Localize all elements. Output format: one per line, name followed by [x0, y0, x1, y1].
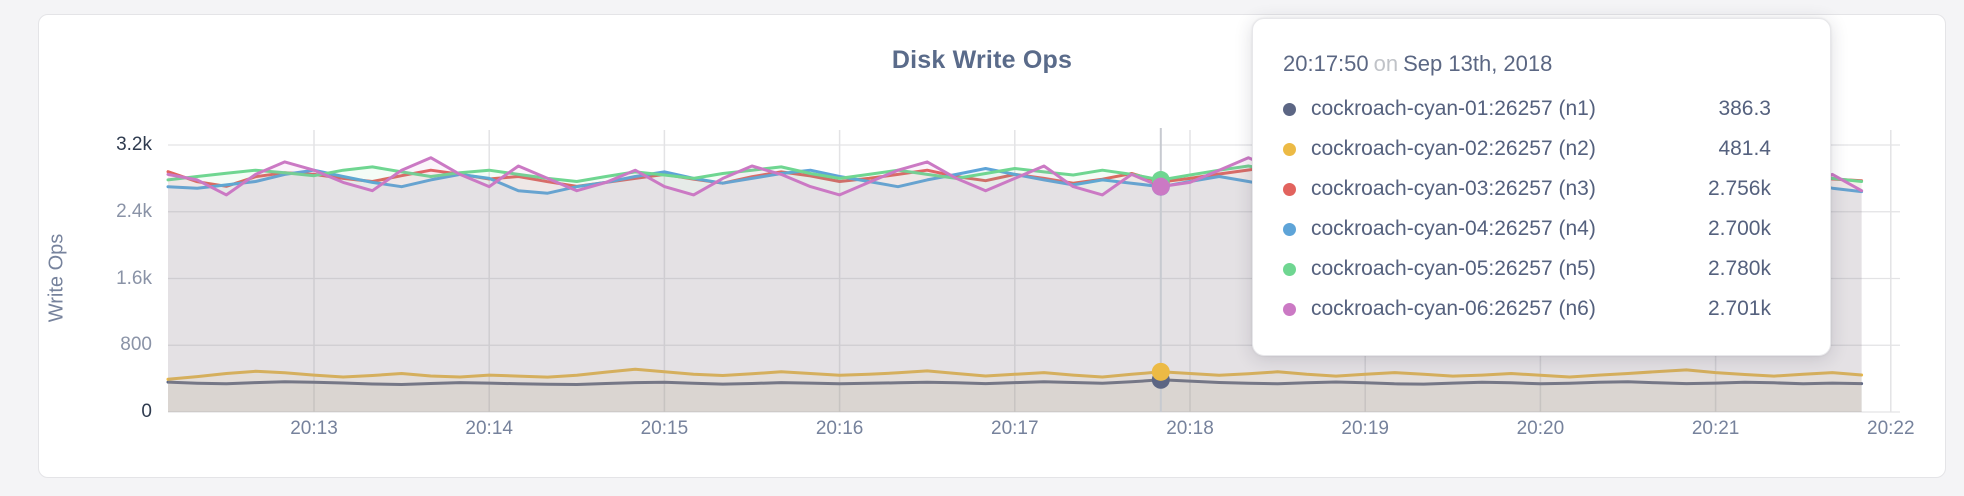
x-tick-label: 20:22: [1867, 418, 1915, 439]
y-tick-label: 3.2k: [116, 134, 152, 155]
series-color-dot: [1283, 142, 1296, 156]
series-color-dot: [1283, 222, 1296, 236]
series-name: cockroach-cyan-01:26257 (n1): [1311, 97, 1596, 120]
series-color-dot: [1283, 302, 1296, 316]
x-tick-label: 20:17: [991, 418, 1039, 439]
x-tick-label: 20:20: [1516, 418, 1565, 439]
tooltip-date: Sep 13th, 2018: [1403, 51, 1553, 76]
y-tick-label: 800: [120, 334, 152, 356]
series-color-dot: [1283, 262, 1296, 276]
tooltip-row: cockroach-cyan-04:26257 (n4) 2.700k: [1283, 209, 1771, 249]
series-name: cockroach-cyan-03:26257 (n3): [1311, 177, 1596, 200]
series-name: cockroach-cyan-04:26257 (n4): [1311, 217, 1596, 240]
x-tick-label: 20:13: [290, 418, 338, 439]
series-value: 386.3: [1718, 97, 1771, 120]
series-area: [168, 369, 1862, 412]
x-tick-label: 20:14: [465, 418, 513, 439]
series-value: 2.700k: [1707, 217, 1771, 240]
tooltip-row: cockroach-cyan-05:26257 (n5) 2.780k: [1283, 249, 1771, 289]
tooltip-conjunction: on: [1373, 51, 1399, 76]
tooltip-row: cockroach-cyan-01:26257 (n1) 386.3: [1283, 89, 1771, 129]
series-name: cockroach-cyan-02:26257 (n2): [1311, 137, 1596, 160]
chart-tooltip: 20:17:50 on Sep 13th, 2018 cockroach-cyan-…: [1252, 18, 1831, 356]
chart-title: Disk Write Ops: [891, 46, 1073, 74]
tooltip-row: cockroach-cyan-03:26257 (n3) 2.756k: [1283, 169, 1771, 209]
series-color-dot: [1283, 182, 1296, 196]
series-value: 2.756k: [1707, 177, 1771, 200]
x-tick-label: 20:18: [1166, 418, 1214, 439]
series-line: [166, 378, 1864, 386]
x-tick-label: 20:16: [815, 418, 864, 439]
series-name: cockroach-cyan-05:26257 (n5): [1311, 257, 1596, 280]
tooltip-series-list: cockroach-cyan-01:26257 (n1) 386.3 cockroa…: [1283, 89, 1771, 329]
series-value: 2.701k: [1707, 297, 1771, 320]
y-tick-label: 2.4k: [116, 200, 152, 222]
hover-point-dot: [1151, 177, 1170, 196]
series-name: cockroach-cyan-06:26257 (n6): [1311, 297, 1596, 320]
x-tick-label: 20:19: [1341, 418, 1389, 439]
series-value: 481.4: [1718, 137, 1771, 160]
series-value: 2.780k: [1707, 257, 1771, 280]
tooltip-timestamp: 20:17:50 on Sep 13th, 2018: [1283, 51, 1771, 77]
y-tick-label: 0: [141, 401, 152, 422]
tooltip-time: 20:17:50: [1283, 51, 1369, 76]
x-tick-label: 20:21: [1691, 418, 1740, 439]
tooltip-row: cockroach-cyan-02:26257 (n2) 481.4: [1283, 129, 1771, 169]
series-line: [166, 367, 1864, 381]
y-tick-label: 1.6k: [116, 267, 152, 289]
series-color-dot: [1283, 102, 1296, 116]
x-tick-label: 20:15: [640, 418, 689, 439]
hover-point-dot: [1151, 362, 1170, 381]
tooltip-row: cockroach-cyan-06:26257 (n6) 2.701k: [1283, 289, 1771, 329]
series-area: [168, 379, 1862, 412]
